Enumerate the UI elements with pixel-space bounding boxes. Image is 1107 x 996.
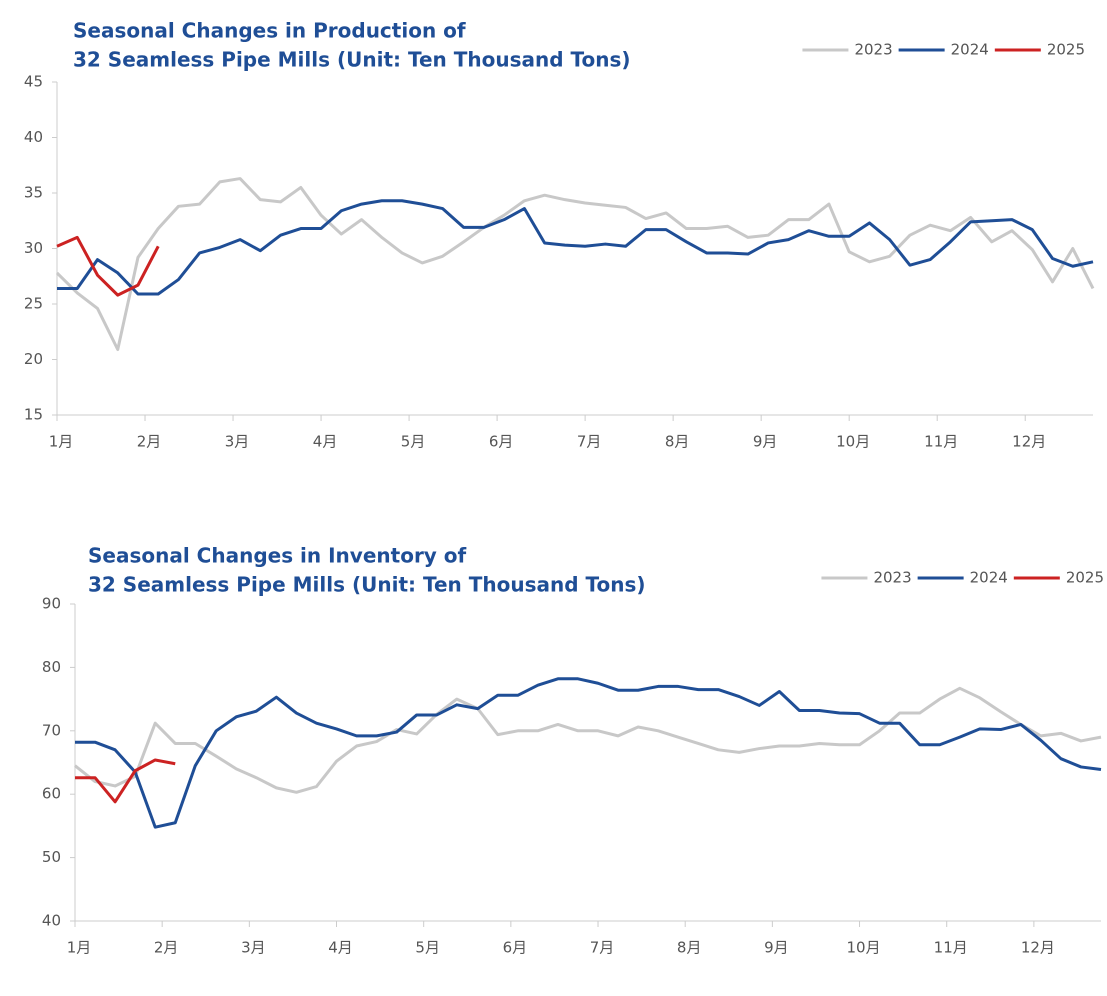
x-tick-label: 7月 bbox=[590, 939, 615, 957]
x-tick-label: 7月 bbox=[577, 433, 602, 451]
y-tick-label: 40 bbox=[42, 912, 61, 930]
x-tick-label: 12月 bbox=[1012, 433, 1046, 451]
x-tick-label: 5月 bbox=[401, 433, 426, 451]
series-line bbox=[56, 235, 160, 297]
y-tick-label: 15 bbox=[24, 406, 43, 424]
y-tick-label: 60 bbox=[42, 785, 61, 803]
x-tick-label: 6月 bbox=[503, 939, 528, 957]
x-tick-label: 8月 bbox=[665, 433, 690, 451]
legend-label: 2024 bbox=[951, 41, 989, 59]
x-tick-label: 1月 bbox=[49, 433, 74, 451]
chart-title: Seasonal Changes in Production of bbox=[73, 19, 466, 43]
legend-label: 2023 bbox=[854, 41, 892, 59]
series-line bbox=[57, 199, 1094, 296]
x-tick-label: 10月 bbox=[846, 939, 880, 957]
x-tick-label: 2月 bbox=[154, 939, 179, 957]
x-tick-label: 12月 bbox=[1021, 939, 1055, 957]
x-tick-label: 9月 bbox=[753, 433, 778, 451]
x-tick-label: 5月 bbox=[415, 939, 440, 957]
x-tick-label: 10月 bbox=[836, 433, 870, 451]
legend-label: 2025 bbox=[1066, 569, 1104, 587]
y-tick-label: 70 bbox=[42, 721, 61, 739]
x-tick-label: 4月 bbox=[328, 939, 353, 957]
legend-label: 2025 bbox=[1047, 41, 1085, 59]
series-line bbox=[75, 758, 176, 804]
y-tick-label: 45 bbox=[24, 73, 43, 91]
x-tick-label: 1月 bbox=[67, 939, 92, 957]
y-tick-label: 30 bbox=[24, 239, 43, 257]
y-tick-label: 25 bbox=[24, 295, 43, 313]
y-tick-label: 90 bbox=[42, 595, 61, 613]
series-line bbox=[74, 686, 1102, 794]
chart-title: Seasonal Changes in Inventory of bbox=[88, 544, 467, 568]
x-tick-label: 6月 bbox=[489, 433, 514, 451]
x-tick-label: 9月 bbox=[764, 939, 789, 957]
legend-label: 2024 bbox=[970, 569, 1008, 587]
chart-title: 32 Seamless Pipe Mills (Unit: Ten Thousa… bbox=[73, 48, 631, 72]
y-tick-label: 80 bbox=[42, 658, 61, 676]
y-tick-label: 50 bbox=[42, 848, 61, 866]
y-tick-label: 40 bbox=[24, 128, 43, 146]
x-tick-label: 8月 bbox=[677, 939, 702, 957]
x-tick-label: 11月 bbox=[934, 939, 968, 957]
y-tick-label: 20 bbox=[24, 350, 43, 368]
x-tick-label: 3月 bbox=[225, 433, 250, 451]
chart-title: 32 Seamless Pipe Mills (Unit: Ten Thousa… bbox=[88, 573, 646, 597]
x-tick-label: 4月 bbox=[313, 433, 338, 451]
series-line bbox=[55, 177, 1095, 352]
x-tick-label: 2月 bbox=[137, 433, 162, 451]
legend-label: 2023 bbox=[873, 569, 911, 587]
x-tick-label: 3月 bbox=[241, 939, 266, 957]
series-line bbox=[75, 677, 1102, 829]
x-tick-label: 11月 bbox=[924, 433, 958, 451]
y-tick-label: 35 bbox=[24, 184, 43, 202]
